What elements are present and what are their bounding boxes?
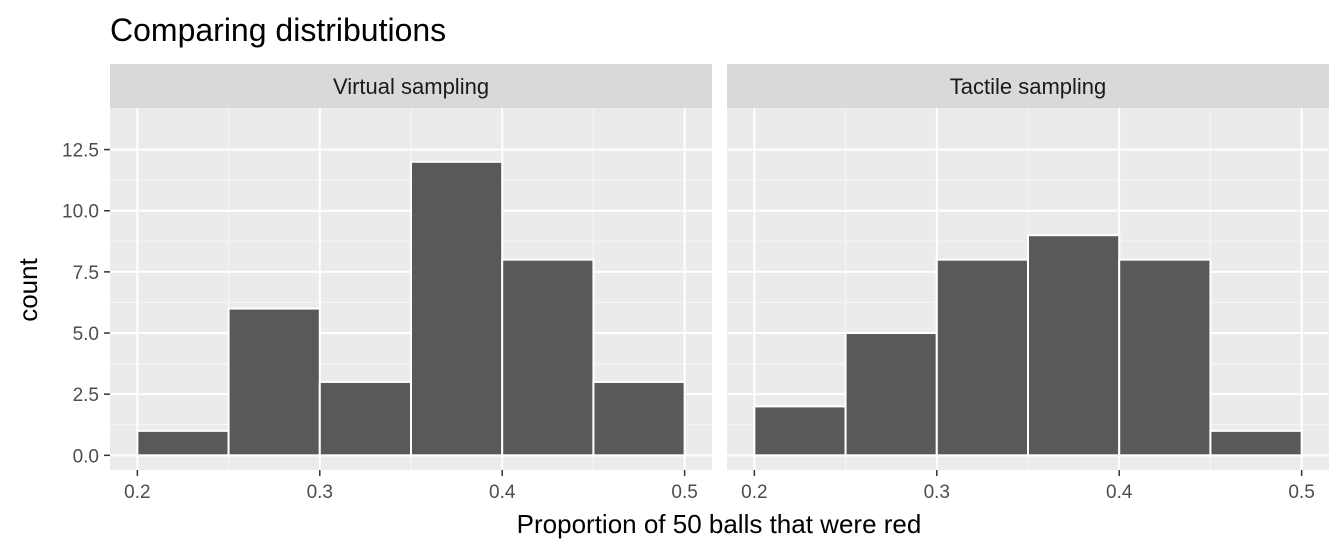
- facet-strip-label: Virtual sampling: [333, 74, 489, 99]
- histogram-bar: [501, 258, 595, 457]
- y-axis-title: count: [13, 257, 43, 321]
- x-tick-label: 0.5: [1288, 482, 1314, 503]
- chart-title: Comparing distributions: [110, 12, 446, 48]
- histogram-bar: [1118, 258, 1212, 457]
- x-tick-label: 0.2: [741, 482, 767, 503]
- x-tick-label: 0.4: [489, 482, 516, 503]
- histogram-bar: [935, 258, 1030, 457]
- facet-strip: [727, 64, 1329, 108]
- facet-panel: Virtual sampling 0.2 0.3 0.4 0.5 0.0 2.5 5.0 7.5…: [62, 64, 712, 503]
- x-tick-label: 0.3: [307, 482, 333, 503]
- y-tick-label: 5.0: [73, 324, 99, 345]
- facet-strip-label: Tactile sampling: [950, 74, 1107, 99]
- histogram-bar: [227, 307, 321, 457]
- facet-panel: Tactile sampling 0.2 0.3 0.4 0.5: [727, 64, 1329, 503]
- histogram-bar: [592, 380, 686, 457]
- y-tick-label: 7.5: [73, 263, 99, 284]
- histogram-bar: [844, 332, 938, 457]
- x-tick-label: 0.4: [1106, 482, 1133, 503]
- y-tick-label: 0.0: [73, 446, 99, 467]
- x-axis-title: Proportion of 50 balls that were red: [517, 509, 922, 539]
- histogram-bar: [1209, 429, 1303, 457]
- y-tick-label: 2.5: [73, 385, 99, 406]
- facet-strip: [110, 64, 712, 108]
- histogram-bar: [410, 160, 504, 457]
- x-tick-label: 0.2: [124, 482, 150, 503]
- y-tick-label: 10.0: [62, 202, 99, 223]
- histogram-bar: [136, 429, 230, 457]
- facet-panels: Virtual sampling 0.2 0.3 0.4 0.5 0.0 2.5 5.0 7.5…: [62, 64, 1329, 503]
- histogram-bar: [1027, 234, 1121, 457]
- x-tick-label: 0.5: [671, 482, 697, 503]
- x-tick-label: 0.3: [924, 482, 950, 503]
- histogram-bar: [753, 405, 847, 457]
- histogram-bar: [318, 380, 412, 457]
- y-tick-label: 12.5: [62, 141, 99, 162]
